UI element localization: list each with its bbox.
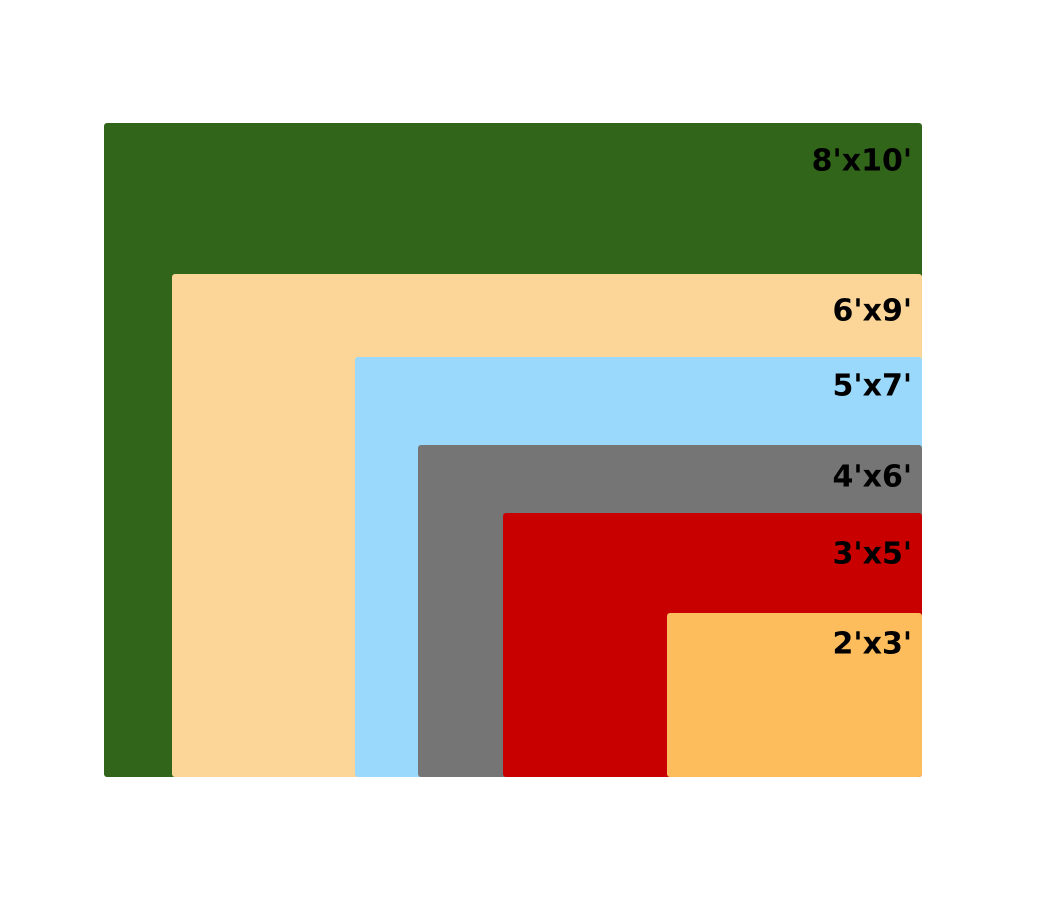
rug-2x3: [667, 613, 922, 777]
rug-label: 5'x7': [833, 369, 912, 404]
rug-label: 2'x3': [833, 627, 912, 662]
rug-label: 6'x9': [833, 294, 912, 329]
rug-label: 3'x5': [833, 537, 912, 572]
rug-label: 8'x10': [812, 144, 912, 179]
rug-label: 4'x6': [833, 460, 912, 495]
